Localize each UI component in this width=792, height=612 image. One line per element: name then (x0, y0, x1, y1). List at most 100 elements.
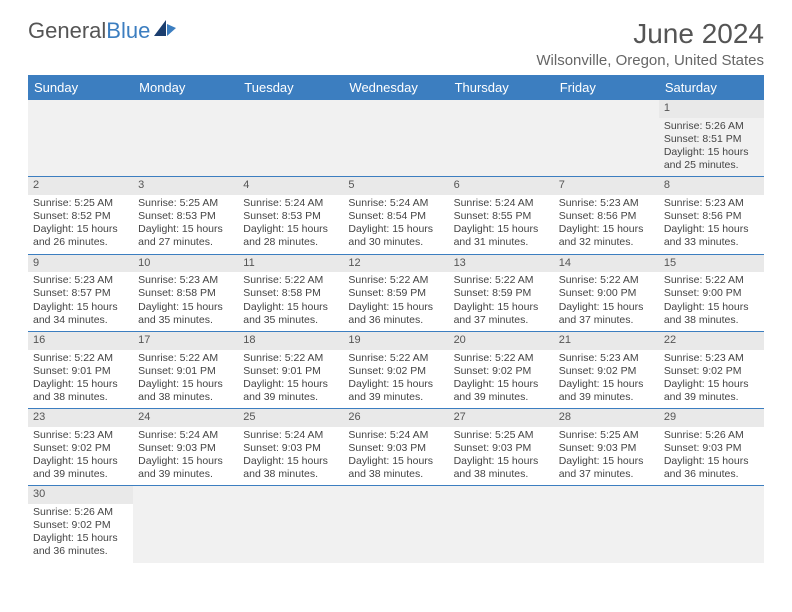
day-details: Sunrise: 5:25 AMSunset: 8:53 PMDaylight:… (138, 197, 233, 250)
detail-line: Daylight: 15 hours (664, 455, 759, 468)
detail-line: Daylight: 15 hours (454, 223, 549, 236)
detail-line: Sunset: 8:52 PM (33, 210, 128, 223)
calendar-cell (659, 486, 764, 563)
day-number: 30 (28, 486, 133, 504)
calendar-cell (343, 486, 448, 563)
day-details: Sunrise: 5:24 AMSunset: 9:03 PMDaylight:… (348, 429, 443, 482)
detail-line: and 39 minutes. (664, 391, 759, 404)
sail-icon (152, 18, 178, 44)
detail-line: Daylight: 15 hours (664, 378, 759, 391)
day-details: Sunrise: 5:23 AMSunset: 8:58 PMDaylight:… (138, 274, 233, 327)
detail-line: Sunrise: 5:22 AM (33, 352, 128, 365)
day-details: Sunrise: 5:22 AMSunset: 8:59 PMDaylight:… (348, 274, 443, 327)
detail-line: Sunset: 9:02 PM (664, 365, 759, 378)
weekday-header: Sunday (28, 75, 133, 100)
calendar-cell: 4 Sunrise: 5:24 AMSunset: 8:53 PMDaylight… (238, 177, 343, 254)
day-details: Sunrise: 5:24 AMSunset: 8:54 PMDaylight:… (348, 197, 443, 250)
calendar-cell: 13Sunrise: 5:22 AMSunset: 8:59 PMDayligh… (449, 254, 554, 331)
calendar-cell: 15Sunrise: 5:22 AMSunset: 9:00 PMDayligh… (659, 254, 764, 331)
detail-line: Sunrise: 5:23 AM (559, 352, 654, 365)
calendar-cell: 26Sunrise: 5:24 AMSunset: 9:03 PMDayligh… (343, 409, 448, 486)
detail-line: and 37 minutes. (454, 314, 549, 327)
weekday-header: Monday (133, 75, 238, 100)
detail-line: Sunset: 9:01 PM (138, 365, 233, 378)
detail-line: Sunset: 9:02 PM (33, 519, 128, 532)
detail-line: Sunset: 9:02 PM (33, 442, 128, 455)
detail-line: Daylight: 15 hours (348, 301, 443, 314)
detail-line: Sunrise: 5:22 AM (348, 352, 443, 365)
detail-line: Sunset: 8:53 PM (138, 210, 233, 223)
detail-line: Sunrise: 5:23 AM (664, 352, 759, 365)
calendar-cell: 27Sunrise: 5:25 AMSunset: 9:03 PMDayligh… (449, 409, 554, 486)
detail-line: Sunset: 9:03 PM (664, 442, 759, 455)
day-number: 5 (343, 177, 448, 195)
detail-line: and 35 minutes. (243, 314, 338, 327)
day-number: 27 (449, 409, 554, 427)
detail-line: Sunset: 9:00 PM (559, 287, 654, 300)
detail-line: Sunset: 8:53 PM (243, 210, 338, 223)
day-number: 14 (554, 255, 659, 273)
detail-line: and 37 minutes. (559, 314, 654, 327)
calendar-cell: 2Sunrise: 5:25 AMSunset: 8:52 PMDaylight… (28, 177, 133, 254)
calendar-body: 1Sunrise: 5:26 AMSunset: 8:51 PMDaylight… (28, 100, 764, 563)
calendar-week: 9Sunrise: 5:23 AMSunset: 8:57 PMDaylight… (28, 254, 764, 331)
detail-line: and 25 minutes. (664, 159, 759, 172)
calendar-cell (449, 486, 554, 563)
calendar-cell: 22Sunrise: 5:23 AMSunset: 9:02 PMDayligh… (659, 331, 764, 408)
detail-line: Daylight: 15 hours (138, 223, 233, 236)
logo: GeneralBlue (28, 18, 178, 44)
day-number: 18 (238, 332, 343, 350)
detail-line: Sunset: 8:54 PM (348, 210, 443, 223)
detail-line: Sunrise: 5:23 AM (33, 274, 128, 287)
calendar-cell: 19Sunrise: 5:22 AMSunset: 9:02 PMDayligh… (343, 331, 448, 408)
detail-line: Daylight: 15 hours (664, 146, 759, 159)
calendar-cell: 21Sunrise: 5:23 AMSunset: 9:02 PMDayligh… (554, 331, 659, 408)
day-details: Sunrise: 5:26 AMSunset: 9:02 PMDaylight:… (33, 506, 128, 559)
calendar-table: SundayMondayTuesdayWednesdayThursdayFrid… (28, 75, 764, 563)
detail-line: Daylight: 15 hours (664, 223, 759, 236)
detail-line: Sunset: 8:59 PM (454, 287, 549, 300)
calendar-cell: 6Sunrise: 5:24 AMSunset: 8:55 PMDaylight… (449, 177, 554, 254)
header: GeneralBlue June 2024 Wilsonville, Orego… (28, 18, 764, 69)
calendar-cell: 11Sunrise: 5:22 AMSunset: 8:58 PMDayligh… (238, 254, 343, 331)
detail-line: and 39 minutes. (454, 391, 549, 404)
weekday-header: Saturday (659, 75, 764, 100)
detail-line: Daylight: 15 hours (454, 455, 549, 468)
detail-line: and 39 minutes. (243, 391, 338, 404)
detail-line: Daylight: 15 hours (348, 223, 443, 236)
calendar-cell (554, 486, 659, 563)
day-details: Sunrise: 5:23 AMSunset: 8:57 PMDaylight:… (33, 274, 128, 327)
calendar-cell: 1Sunrise: 5:26 AMSunset: 8:51 PMDaylight… (659, 100, 764, 177)
calendar-cell (133, 100, 238, 177)
calendar-cell (238, 486, 343, 563)
detail-line: Sunrise: 5:22 AM (243, 352, 338, 365)
detail-line: and 39 minutes. (33, 468, 128, 481)
calendar-cell: 30 Sunrise: 5:26 AMSunset: 9:02 PMDayligh… (28, 486, 133, 563)
day-number: 15 (659, 255, 764, 273)
day-details: Sunrise: 5:24 AMSunset: 8:55 PMDaylight:… (454, 197, 549, 250)
calendar-week: 1Sunrise: 5:26 AMSunset: 8:51 PMDaylight… (28, 100, 764, 177)
detail-line: and 39 minutes. (559, 391, 654, 404)
detail-line: Sunset: 9:03 PM (454, 442, 549, 455)
day-details: Sunrise: 5:24 AMSunset: 9:03 PMDaylight:… (243, 429, 338, 482)
detail-line: and 38 minutes. (138, 391, 233, 404)
detail-line: Daylight: 15 hours (559, 378, 654, 391)
day-details: Sunrise: 5:25 AMSunset: 8:52 PMDaylight:… (33, 197, 128, 250)
detail-line: Daylight: 15 hours (33, 301, 128, 314)
day-details: Sunrise: 5:24 AMSunset: 8:53 PMDaylight:… (243, 197, 338, 250)
detail-line: and 28 minutes. (243, 236, 338, 249)
detail-line: Sunset: 8:57 PM (33, 287, 128, 300)
detail-line: Sunrise: 5:25 AM (33, 197, 128, 210)
day-number: 11 (238, 255, 343, 273)
day-number: 4 (238, 177, 343, 195)
detail-line: and 38 minutes. (348, 468, 443, 481)
detail-line: Sunrise: 5:24 AM (243, 197, 338, 210)
detail-line: Sunset: 9:00 PM (664, 287, 759, 300)
calendar-cell: 12Sunrise: 5:22 AMSunset: 8:59 PMDayligh… (343, 254, 448, 331)
detail-line: Sunrise: 5:26 AM (664, 429, 759, 442)
detail-line: Daylight: 15 hours (138, 301, 233, 314)
calendar-week: 2Sunrise: 5:25 AMSunset: 8:52 PMDaylight… (28, 177, 764, 254)
detail-line: and 31 minutes. (454, 236, 549, 249)
day-details: Sunrise: 5:23 AMSunset: 8:56 PMDaylight:… (664, 197, 759, 250)
day-number: 20 (449, 332, 554, 350)
